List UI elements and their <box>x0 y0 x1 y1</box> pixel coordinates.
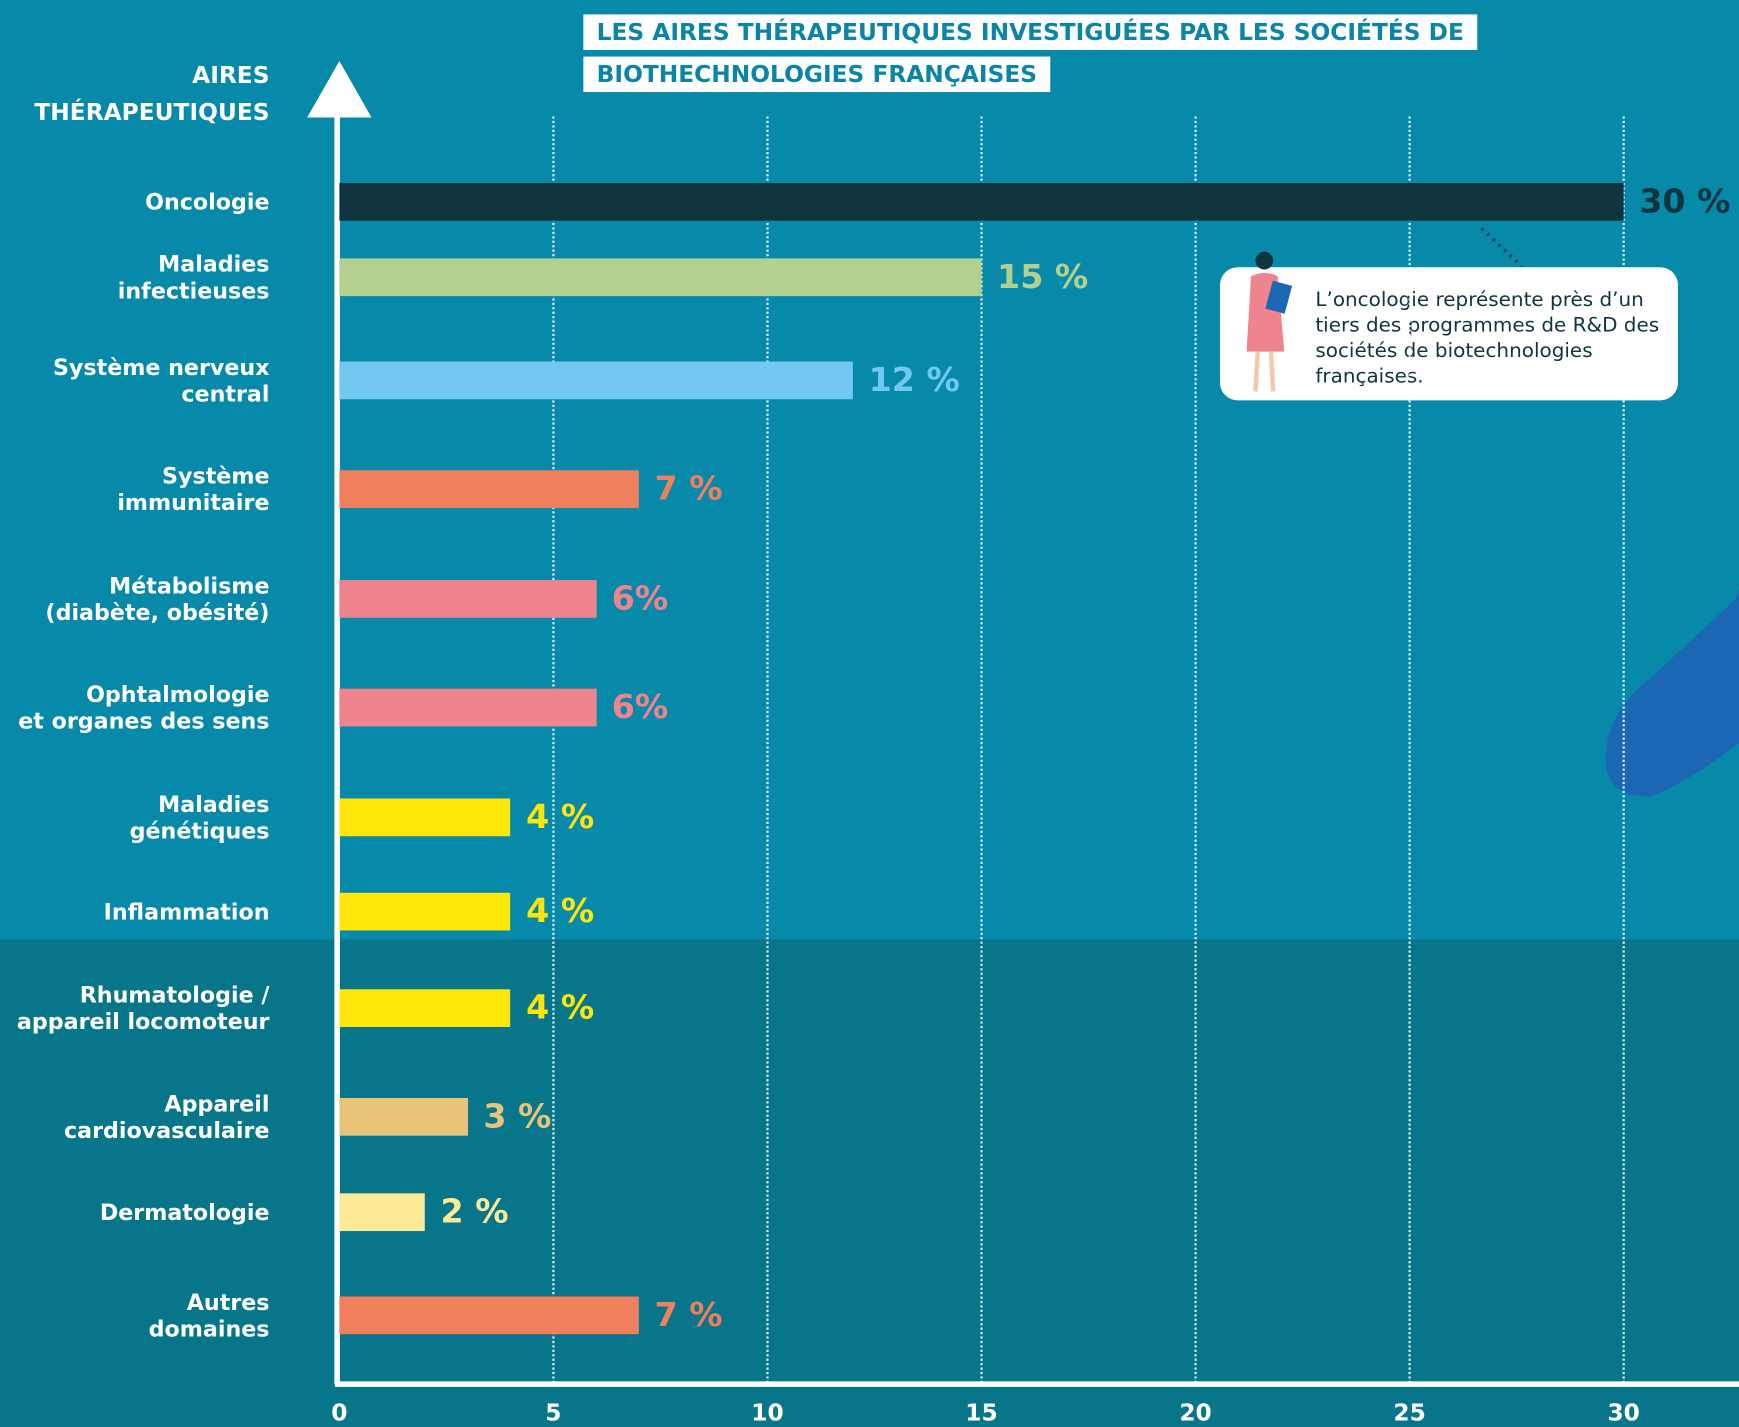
x-tick-label: 0 <box>331 1400 347 1427</box>
bar <box>339 799 510 837</box>
grid-line <box>1409 116 1411 1383</box>
x-tick-label: 20 <box>1179 1400 1211 1427</box>
bar <box>339 183 1623 221</box>
bar <box>339 362 853 400</box>
axis-arrow <box>307 61 371 118</box>
grid-line <box>980 116 982 1383</box>
category-label: Maladies infectieuses <box>0 251 270 304</box>
grid-line <box>1194 116 1196 1383</box>
bar <box>339 893 510 931</box>
bar <box>339 689 596 727</box>
category-label: Oncologie <box>145 189 269 216</box>
value-label: 3 % <box>483 1097 551 1136</box>
category-label: Ophtalmologie et organes des sens <box>18 681 269 734</box>
value-label: 4 % <box>526 989 594 1028</box>
page: LES AIRES THÉRAPEUTIQUES INVESTIGUÉES PA… <box>0 0 1739 1427</box>
bar <box>339 580 596 618</box>
value-label: 30 % <box>1639 182 1730 221</box>
annotation-box: L’oncologie représente près d’un tiers d… <box>1220 267 1678 400</box>
chart: LES AIRES THÉRAPEUTIQUES INVESTIGUÉES PA… <box>0 0 1739 1427</box>
value-label: 4 % <box>526 798 594 837</box>
category-label: Appareil cardiovasculaire <box>64 1090 270 1143</box>
category-label: Dermatologie <box>100 1199 270 1226</box>
bar <box>339 1193 425 1231</box>
grid-line <box>766 116 768 1383</box>
value-label: 2 % <box>441 1193 509 1232</box>
value-label: 4 % <box>526 892 594 931</box>
bar <box>339 1296 639 1334</box>
category-label: Inflammation <box>104 898 270 925</box>
x-tick-label: 25 <box>1393 1400 1425 1427</box>
grid-line <box>1623 116 1625 1383</box>
value-label: 15 % <box>997 258 1088 297</box>
value-label: 7 % <box>655 1296 723 1335</box>
value-label: 6% <box>612 579 668 618</box>
x-tick-label: 30 <box>1607 1400 1639 1427</box>
value-label: 6% <box>612 688 668 727</box>
category-label: Système immunitaire <box>117 462 269 515</box>
bar <box>339 470 639 508</box>
bar <box>339 1098 467 1136</box>
bar <box>339 989 510 1027</box>
bar <box>339 258 981 296</box>
decoration <box>1606 588 1739 797</box>
value-label: 7 % <box>655 470 723 509</box>
x-tick-label: 15 <box>965 1400 997 1427</box>
category-label: Rhumatologie / appareil locomoteur <box>17 982 270 1035</box>
category-label: Autres domaines <box>149 1289 270 1342</box>
annotation: L’oncologie représente près d’un tiers d… <box>1315 287 1670 389</box>
grid-line <box>552 116 554 1383</box>
value-label: 12 % <box>869 361 960 400</box>
category-label: Maladies génétiques <box>130 791 270 844</box>
x-tick-label: 5 <box>545 1400 561 1427</box>
annotation-connector <box>1482 228 1522 266</box>
category-label: Métabolisme (diabète, obésité) <box>45 572 269 625</box>
x-tick-label: 10 <box>751 1400 783 1427</box>
figure <box>1240 250 1302 416</box>
category-label: Système nerveux central <box>53 354 270 407</box>
